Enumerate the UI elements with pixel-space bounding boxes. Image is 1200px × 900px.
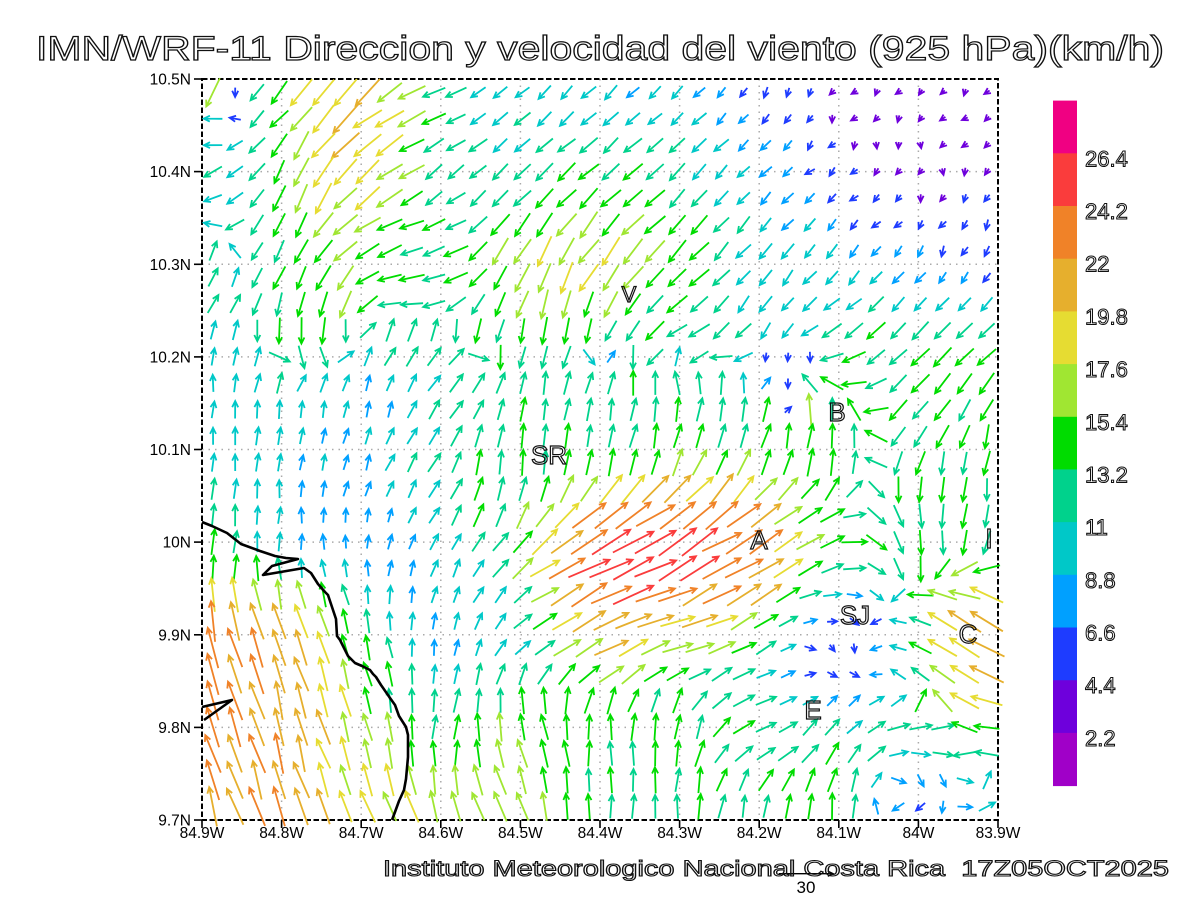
svg-text:15.4: 15.4 [1085, 410, 1128, 435]
svg-text:IMN/WRF-11 Direccion y velocid: IMN/WRF-11 Direccion y velocidad del vie… [36, 30, 1164, 68]
svg-text:2.2: 2.2 [1085, 726, 1116, 751]
svg-text:83.9W: 83.9W [976, 825, 1021, 842]
svg-text:10.3N: 10.3N [150, 257, 191, 274]
svg-text:I: I [985, 523, 993, 554]
svg-text:84.4W: 84.4W [578, 825, 623, 842]
svg-text:10.5N: 10.5N [150, 72, 191, 89]
svg-text:84.3W: 84.3W [657, 825, 702, 842]
svg-text:B: B [828, 397, 845, 427]
svg-text:8.8: 8.8 [1085, 568, 1116, 593]
svg-text:9.9N: 9.9N [158, 627, 191, 644]
svg-text:11: 11 [1085, 515, 1108, 540]
svg-text:84.2W: 84.2W [737, 825, 782, 842]
svg-text:10.4N: 10.4N [150, 164, 191, 181]
svg-text:19.8: 19.8 [1085, 304, 1128, 329]
svg-text:84.9W: 84.9W [180, 825, 225, 842]
svg-text:84.7W: 84.7W [339, 825, 384, 842]
svg-text:C: C [959, 619, 978, 649]
svg-text:SR: SR [531, 440, 567, 470]
svg-text:10.1N: 10.1N [150, 442, 191, 459]
svg-text:84.5W: 84.5W [498, 825, 543, 842]
svg-text:26.4: 26.4 [1085, 146, 1128, 171]
svg-text:Instituto Meteorologico Nacion: Instituto Meteorologico Nacional Costa R… [383, 856, 1169, 881]
svg-text:13.2: 13.2 [1085, 462, 1128, 487]
svg-text:84.6W: 84.6W [418, 825, 463, 842]
svg-text:30: 30 [797, 878, 816, 897]
svg-text:A: A [750, 525, 768, 555]
svg-text:84.1W: 84.1W [816, 825, 861, 842]
svg-text:SJ: SJ [840, 600, 870, 630]
svg-text:4.4: 4.4 [1085, 673, 1116, 698]
svg-text:84.8W: 84.8W [259, 825, 304, 842]
svg-text:24.2: 24.2 [1085, 199, 1128, 224]
svg-text:9.8N: 9.8N [158, 720, 191, 737]
svg-text:6.6: 6.6 [1085, 621, 1116, 646]
svg-text:84W: 84W [902, 825, 934, 842]
svg-text:10.2N: 10.2N [150, 349, 191, 366]
svg-text:E: E [804, 695, 821, 725]
svg-text:10N: 10N [163, 535, 191, 552]
svg-text:22: 22 [1085, 252, 1109, 277]
svg-text:9.7N: 9.7N [158, 813, 191, 830]
svg-text:V: V [622, 282, 637, 307]
svg-text:17.6: 17.6 [1085, 357, 1128, 382]
